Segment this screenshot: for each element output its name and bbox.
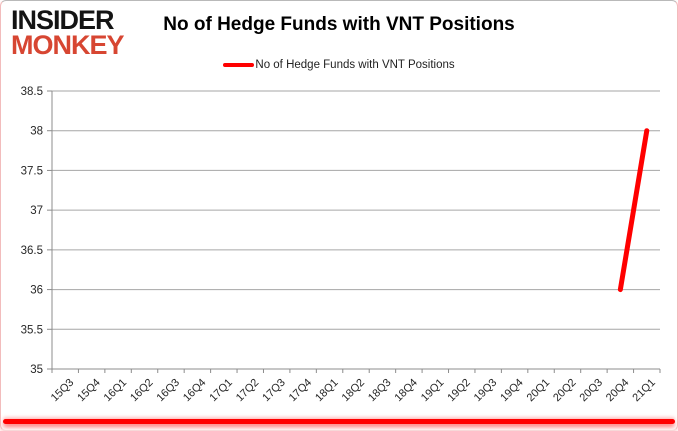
x-tick-label: 20Q3: [578, 377, 606, 405]
legend-label: No of Hedge Funds with VNT Positions: [255, 59, 455, 71]
x-tick-label: 17Q4: [287, 377, 315, 405]
insider-monkey-logo: INSIDER MONKEY: [11, 5, 125, 60]
y-tick-label: 35: [30, 364, 43, 376]
x-tick-label: 18Q1: [313, 377, 341, 405]
x-tick-label: 17Q3: [260, 377, 288, 405]
x-tick-label: 15Q4: [75, 377, 103, 405]
x-tick-label: 16Q3: [155, 377, 183, 405]
chart-title: No of Hedge Funds with VNT Positions: [163, 14, 515, 35]
y-tick-label: 38: [30, 126, 43, 138]
x-tick-label: 20Q2: [551, 377, 579, 405]
y-tick-label: 38.5: [21, 86, 43, 98]
y-tick-label: 37: [30, 205, 43, 217]
bottom-red-bar: [3, 419, 675, 424]
legend: No of Hedge Funds with VNT Positions: [1, 59, 677, 71]
x-tick-label: 20Q1: [525, 377, 553, 405]
x-tick-label: 15Q3: [49, 377, 77, 405]
x-tick-label: 16Q2: [128, 377, 156, 405]
x-tick-label: 19Q3: [472, 377, 500, 405]
x-tick-label: 20Q4: [604, 377, 632, 405]
x-tick-label: 17Q1: [207, 377, 235, 405]
x-tick-label: 19Q4: [498, 377, 526, 405]
logo-line-monkey: MONKEY: [11, 30, 125, 60]
y-tick-label: 36.5: [21, 245, 43, 257]
x-tick-label: 21Q1: [630, 377, 658, 405]
x-tick-label: 16Q4: [181, 377, 209, 405]
x-tick-label: 19Q1: [419, 377, 447, 405]
y-tick-label: 37.5: [21, 165, 43, 177]
x-tick-label: 16Q1: [102, 377, 130, 405]
x-tick-label: 18Q2: [340, 377, 368, 405]
legend-line-swatch: [223, 63, 255, 67]
data-line: [617, 128, 650, 293]
y-tick-label: 35.5: [21, 324, 43, 336]
x-tick-label: 19Q2: [445, 377, 473, 405]
y-tick-label: 36: [30, 285, 43, 297]
logo-line-insider: INSIDER: [11, 5, 115, 35]
x-tick-label: 18Q4: [392, 377, 420, 405]
x-tick-label: 18Q3: [366, 377, 394, 405]
x-tick-label: 17Q2: [234, 377, 262, 405]
